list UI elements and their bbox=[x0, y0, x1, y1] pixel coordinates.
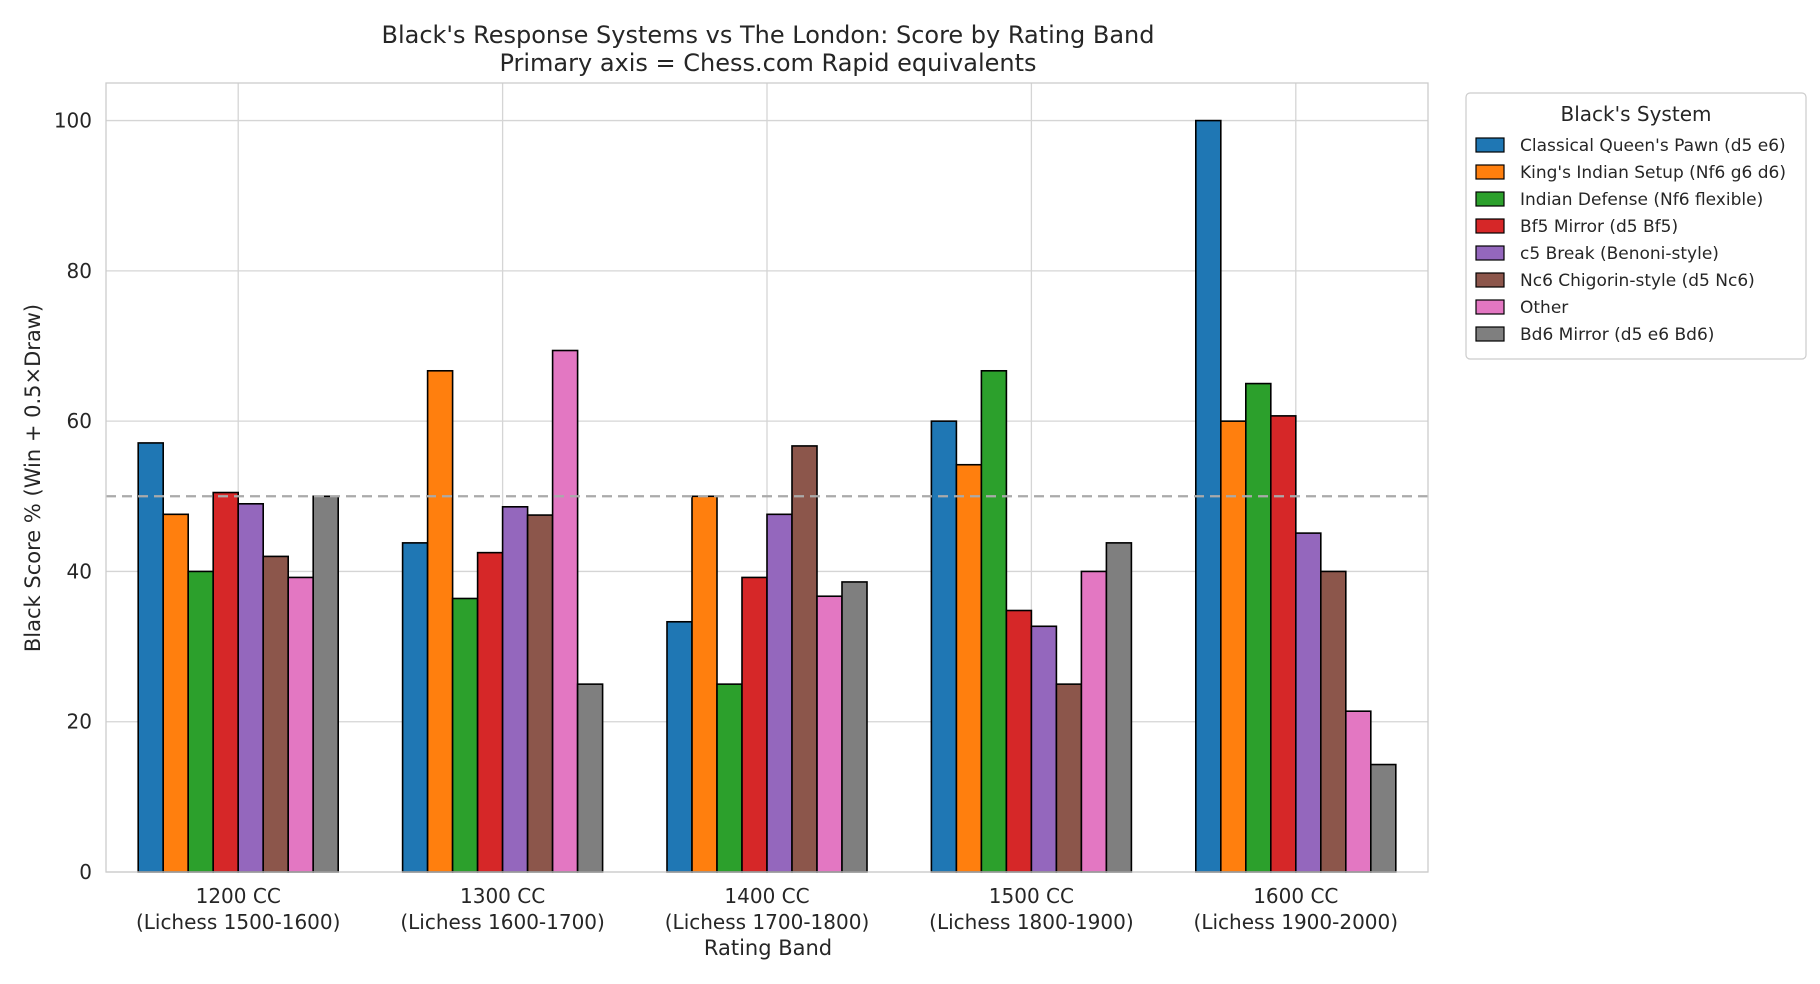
bar bbox=[526, 514, 554, 873]
bar bbox=[1220, 420, 1247, 873]
legend-label: Indian Defense (Nf6 flexible) bbox=[1520, 190, 1763, 210]
x-axis-label: Rating Band bbox=[704, 936, 832, 960]
bar bbox=[476, 551, 504, 873]
bar bbox=[237, 502, 264, 873]
legend-swatch bbox=[1475, 245, 1505, 261]
bar bbox=[716, 683, 743, 873]
legend: Black's System Classical Queen's Pawn (d5… bbox=[1465, 92, 1807, 360]
x-tick-label: 1200 CC bbox=[196, 884, 281, 908]
bar bbox=[930, 420, 958, 873]
bar bbox=[451, 597, 479, 873]
bar bbox=[691, 495, 718, 873]
bar bbox=[955, 463, 983, 873]
x-tick-label: 1500 CC bbox=[989, 884, 1074, 908]
x-tick-label: (Lichess 1700-1800) bbox=[665, 910, 870, 934]
x-tick-label: 1300 CC bbox=[460, 884, 545, 908]
chart-title: Black's Response Systems vs The London: … bbox=[381, 21, 1154, 49]
plot-frame bbox=[105, 82, 1429, 873]
bar bbox=[666, 620, 693, 873]
bar bbox=[1345, 710, 1372, 873]
bar bbox=[1080, 570, 1108, 873]
y-tick-label: 40 bbox=[67, 559, 92, 583]
bar bbox=[501, 506, 529, 873]
x-tick-label: (Lichess 1600-1700) bbox=[400, 910, 605, 934]
legend-swatch bbox=[1475, 191, 1505, 207]
y-tick-label: 80 bbox=[67, 259, 92, 283]
x-tick-label: (Lichess 1800-1900) bbox=[929, 910, 1134, 934]
x-tick-label: (Lichess 1900-2000) bbox=[1194, 910, 1399, 934]
bar bbox=[766, 513, 793, 873]
y-axis-label: Black Score % (Win + 0.5×Draw) bbox=[21, 304, 45, 652]
bar bbox=[426, 369, 454, 873]
bar bbox=[262, 555, 290, 873]
bar bbox=[1030, 625, 1058, 873]
plot-area: 0 20 40 60 80 100 1200 CC(Lichess 1500-1600) 13… bbox=[54, 82, 1429, 934]
bar bbox=[1270, 415, 1297, 873]
bar bbox=[816, 595, 843, 873]
legend-frame bbox=[1465, 92, 1807, 360]
bar bbox=[162, 513, 189, 873]
bar bbox=[1245, 382, 1272, 873]
y-tick-label: 100 bbox=[54, 109, 92, 133]
bar bbox=[212, 491, 239, 873]
legend-swatch bbox=[1475, 218, 1505, 234]
legend-label: Classical Queen's Pawn (d5 e6) bbox=[1520, 136, 1786, 156]
bar bbox=[1105, 542, 1133, 873]
legend-swatch bbox=[1475, 137, 1505, 153]
bar bbox=[401, 542, 429, 873]
bar bbox=[841, 581, 868, 873]
legend-title: Black's System bbox=[1561, 102, 1712, 126]
legend-label: c5 Break (Benoni-style) bbox=[1520, 244, 1719, 264]
legend-label: Nc6 Chigorin-style (d5 Nc6) bbox=[1520, 271, 1755, 291]
bar bbox=[1005, 609, 1033, 873]
chart-subtitle: Primary axis = Chess.com Rapid equivalen… bbox=[499, 49, 1036, 77]
y-tick-label: 0 bbox=[79, 860, 92, 884]
bar bbox=[312, 495, 340, 873]
bar bbox=[791, 445, 818, 873]
legend-label: Other bbox=[1520, 298, 1568, 318]
legend-swatch bbox=[1475, 164, 1505, 180]
bar bbox=[1320, 570, 1347, 873]
y-tick-label: 60 bbox=[67, 409, 92, 433]
legend-swatch bbox=[1475, 326, 1505, 342]
bar bbox=[576, 683, 604, 873]
x-tick-label: 1600 CC bbox=[1253, 884, 1338, 908]
x-tick-label: 1400 CC bbox=[724, 884, 809, 908]
bar bbox=[980, 369, 1008, 873]
bar bbox=[551, 349, 579, 873]
bar bbox=[287, 576, 315, 873]
legend-swatch bbox=[1475, 272, 1505, 288]
bar bbox=[1055, 683, 1083, 873]
bar bbox=[187, 570, 214, 873]
legend-label: Bf5 Mirror (d5 Bf5) bbox=[1520, 217, 1678, 237]
legend-swatch bbox=[1475, 299, 1505, 315]
bar bbox=[1295, 532, 1322, 873]
legend-label: Bd6 Mirror (d5 e6 Bd6) bbox=[1520, 325, 1714, 345]
x-tick-label: (Lichess 1500-1600) bbox=[136, 910, 341, 934]
bar bbox=[1370, 763, 1397, 873]
y-tick-label: 20 bbox=[67, 710, 92, 734]
bar bbox=[137, 442, 164, 873]
legend-label: King's Indian Setup (Nf6 g6 d6) bbox=[1520, 163, 1786, 183]
bar bbox=[741, 576, 768, 873]
